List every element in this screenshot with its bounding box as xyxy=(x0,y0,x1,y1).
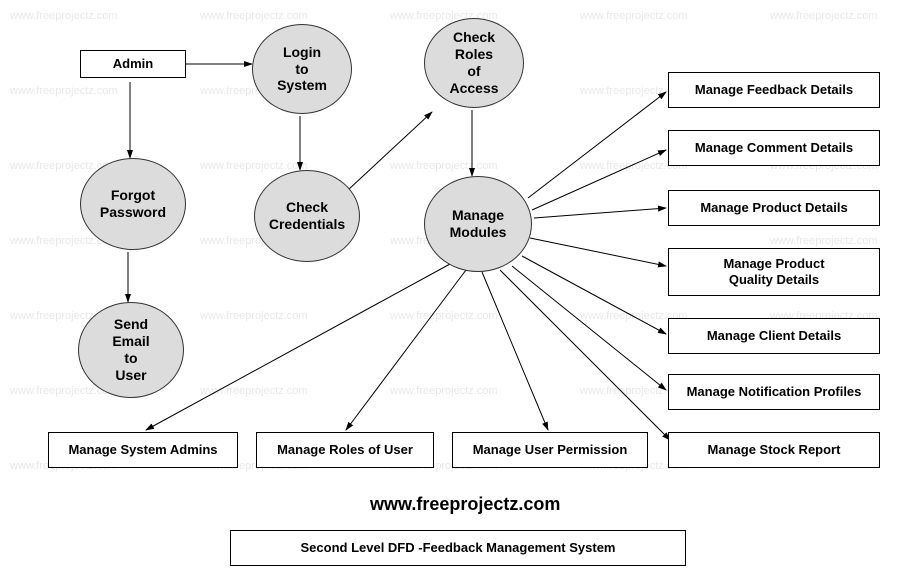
watermark-text: www.freeprojectz.com xyxy=(200,310,308,322)
watermark-text: www.freeprojectz.com xyxy=(770,235,878,247)
watermark-text: www.freeprojectz.com xyxy=(580,10,688,22)
box-mg_quality: Manage ProductQuality Details xyxy=(668,248,880,296)
box-mg_admins: Manage System Admins xyxy=(48,432,238,468)
process-login: LogintoSystem xyxy=(252,24,352,114)
box-admin: Admin xyxy=(80,50,186,78)
process-check_roles: CheckRolesofAccess xyxy=(424,18,524,108)
box-mg_roles: Manage Roles of User xyxy=(256,432,434,468)
watermark-text: www.freeprojectz.com xyxy=(390,160,498,172)
watermark-text: www.freeprojectz.com xyxy=(390,310,498,322)
process-check_cred: CheckCredentials xyxy=(254,170,360,262)
watermark-text: www.freeprojectz.com xyxy=(770,10,878,22)
footer-url: www.freeprojectz.com xyxy=(370,494,560,515)
box-mg_feedback: Manage Feedback Details xyxy=(668,72,880,108)
box-mg_perm: Manage User Permission xyxy=(452,432,648,468)
box-mg_product: Manage Product Details xyxy=(668,190,880,226)
box-mg_stock: Manage Stock Report xyxy=(668,432,880,468)
box-mg_notif: Manage Notification Profiles xyxy=(668,374,880,410)
box-title: Second Level DFD -Feedback Management Sy… xyxy=(230,530,686,566)
box-mg_comment: Manage Comment Details xyxy=(668,130,880,166)
watermark-text: www.freeprojectz.com xyxy=(10,85,118,97)
process-manage_modules: ManageModules xyxy=(424,176,532,272)
process-forgot_pw: ForgotPassword xyxy=(80,158,186,250)
watermark-text: www.freeprojectz.com xyxy=(200,385,308,397)
watermark-text: www.freeprojectz.com xyxy=(200,10,308,22)
watermark-text: www.freeprojectz.com xyxy=(200,160,308,172)
process-send_email: SendEmailtoUser xyxy=(78,302,184,398)
watermark-text: www.freeprojectz.com xyxy=(390,385,498,397)
box-mg_client: Manage Client Details xyxy=(668,318,880,354)
watermark-text: www.freeprojectz.com xyxy=(10,10,118,22)
